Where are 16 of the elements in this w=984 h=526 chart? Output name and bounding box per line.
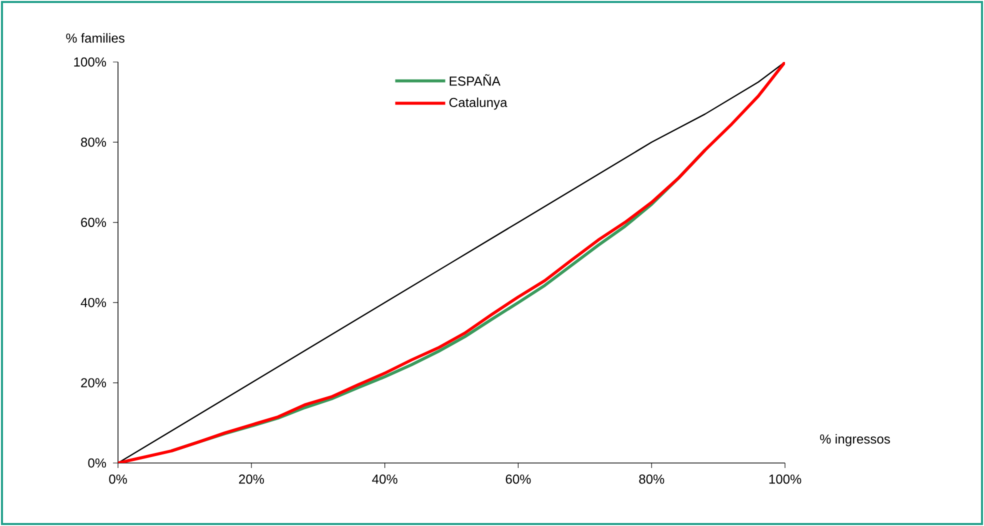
legend-label: Catalunya [449, 98, 508, 110]
legend-label: ESPAÑA [450, 74, 500, 86]
x-tick-label: 100% [769, 474, 802, 484]
y-tick-label: 0% [88, 458, 106, 468]
x-axis-title: % ingressos [820, 434, 890, 446]
y-tick-label: 100% [74, 57, 106, 67]
y-tick-label: 40% [80, 298, 106, 308]
y-axis-title: % families [66, 33, 124, 43]
y-tick-label: 80% [81, 138, 106, 147]
x-tick-label: 0% [109, 474, 127, 484]
y-tick-label: 60% [81, 218, 106, 227]
y-tick-label: 20% [81, 378, 106, 388]
x-tick-label: 40% [372, 474, 398, 484]
x-tick-label: 60% [506, 474, 531, 484]
x-tick-label: 20% [239, 474, 264, 484]
x-tick-label: 80% [639, 474, 664, 484]
